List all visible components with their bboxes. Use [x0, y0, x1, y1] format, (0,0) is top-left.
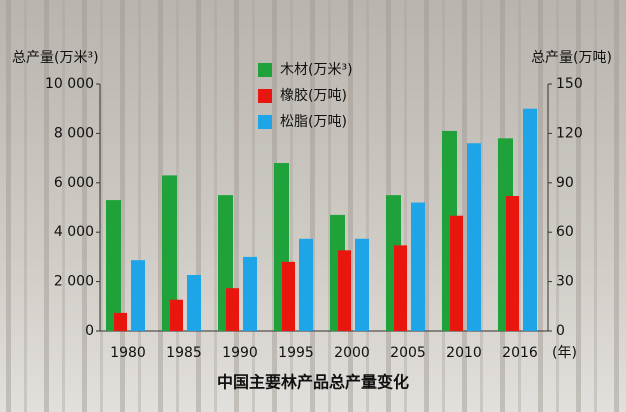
x-tick-label: 1990	[222, 345, 258, 361]
y2-tick-label: 60	[556, 224, 574, 240]
y2-tick-label: 120	[556, 125, 583, 141]
bar	[338, 250, 351, 331]
x-tick-label: 2000	[334, 345, 370, 361]
x-tick-label: 1980	[110, 345, 146, 361]
bar	[450, 215, 463, 331]
chart-title: 中国主要林产品总产量变化	[217, 373, 409, 392]
bar	[226, 288, 239, 331]
x-tick-label: 1985	[166, 345, 202, 361]
y-tick-label: 4 000	[54, 224, 94, 240]
y2-tick-label: 90	[556, 175, 574, 191]
y2-tick-label: 30	[556, 274, 574, 290]
bar	[282, 261, 295, 331]
legend-swatch	[258, 63, 272, 77]
bar	[106, 200, 121, 331]
bar	[131, 260, 145, 331]
y2-tick-label: 150	[556, 76, 583, 92]
bar	[355, 238, 369, 331]
x-tick-label: 2010	[446, 345, 482, 361]
y-tick-label: 2 000	[54, 274, 94, 290]
legend-swatch	[258, 89, 272, 103]
legend-label: 松脂(万吨)	[280, 114, 347, 130]
x-unit: (年)	[552, 345, 577, 361]
bar	[170, 299, 183, 331]
y-tick-label: 8 000	[54, 125, 94, 141]
bar	[162, 175, 177, 331]
bar	[187, 275, 201, 331]
y-tick-label: 0	[85, 323, 94, 339]
x-tick-label: 2016	[502, 345, 538, 361]
bar	[523, 108, 537, 331]
legend-label: 橡胶(万吨)	[280, 87, 347, 104]
legend-label: 木材(万米³)	[280, 62, 353, 78]
bar	[394, 245, 407, 331]
bar	[467, 143, 481, 331]
y-tick-label: 6 000	[54, 175, 94, 191]
y-axis-label: 总产量(万米³)	[12, 50, 99, 66]
bar	[411, 202, 425, 331]
x-tick-label: 2005	[390, 345, 426, 361]
y2-axis-label: 总产量(万吨)	[531, 50, 612, 66]
bar	[506, 195, 519, 331]
x-tick-label: 1995	[278, 345, 314, 361]
bar	[114, 312, 127, 331]
y2-tick-label: 0	[556, 323, 565, 339]
y-tick-label: 10 000	[45, 76, 94, 92]
bar	[299, 238, 313, 331]
legend-swatch	[258, 115, 272, 129]
bar	[243, 256, 257, 331]
